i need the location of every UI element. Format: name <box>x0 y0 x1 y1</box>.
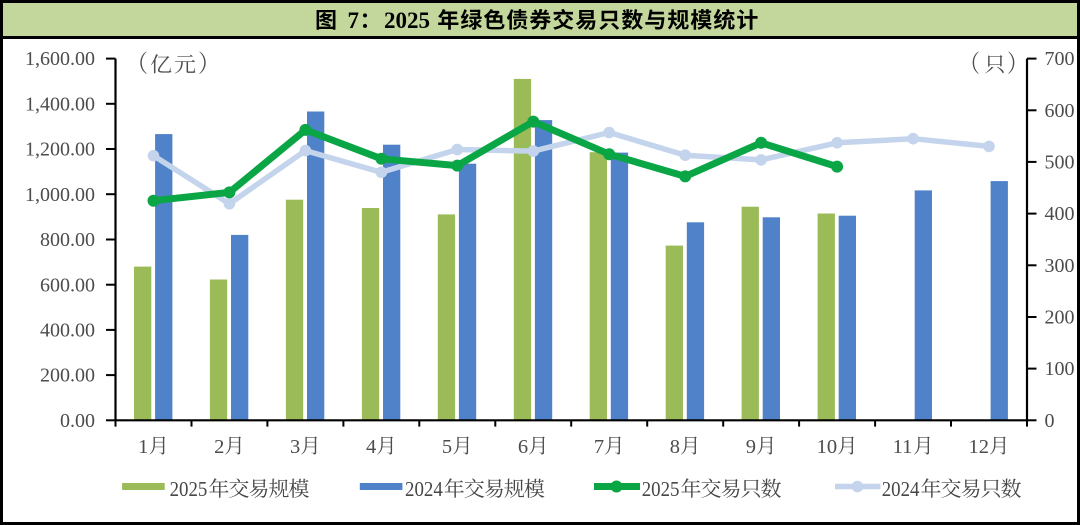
svg-text:2: 2 <box>214 436 224 458</box>
svg-text:1: 1 <box>138 436 148 458</box>
svg-text:1,200.00: 1,200.00 <box>25 139 95 161</box>
svg-text:12: 12 <box>969 436 990 458</box>
svg-text:700: 700 <box>1045 48 1075 70</box>
svg-text:200.00: 200.00 <box>40 365 95 387</box>
svg-text:3: 3 <box>290 436 300 458</box>
svg-text:0: 0 <box>1045 410 1055 432</box>
svg-text:0.00: 0.00 <box>60 410 95 432</box>
svg-text:2025: 2025 <box>384 8 430 33</box>
svg-text:8: 8 <box>670 436 680 458</box>
svg-text:7: 7 <box>594 436 604 458</box>
svg-text:200: 200 <box>1045 307 1075 329</box>
svg-text:11: 11 <box>893 436 913 458</box>
svg-text:5: 5 <box>442 436 452 458</box>
svg-text:500: 500 <box>1045 152 1075 174</box>
svg-text:7: 7 <box>348 8 360 33</box>
svg-text:2025: 2025 <box>170 478 208 501</box>
svg-text:100: 100 <box>1045 358 1075 380</box>
svg-text:400.00: 400.00 <box>40 320 95 342</box>
svg-text:10: 10 <box>817 436 838 458</box>
svg-text:6: 6 <box>518 436 528 458</box>
svg-text:2025: 2025 <box>642 478 680 501</box>
svg-text:400: 400 <box>1045 203 1075 225</box>
svg-text:600.00: 600.00 <box>40 274 95 296</box>
svg-text:300: 300 <box>1045 255 1075 277</box>
svg-text:800.00: 800.00 <box>40 229 95 251</box>
svg-text:9: 9 <box>746 436 756 458</box>
svg-text:600: 600 <box>1045 100 1075 122</box>
svg-text:1,600.00: 1,600.00 <box>25 48 95 70</box>
svg-text:1,400.00: 1,400.00 <box>25 93 95 115</box>
svg-text:1,000.00: 1,000.00 <box>25 184 95 206</box>
svg-text:4: 4 <box>366 436 376 458</box>
svg-text:2024: 2024 <box>405 478 443 501</box>
svg-text:2024: 2024 <box>882 478 920 501</box>
